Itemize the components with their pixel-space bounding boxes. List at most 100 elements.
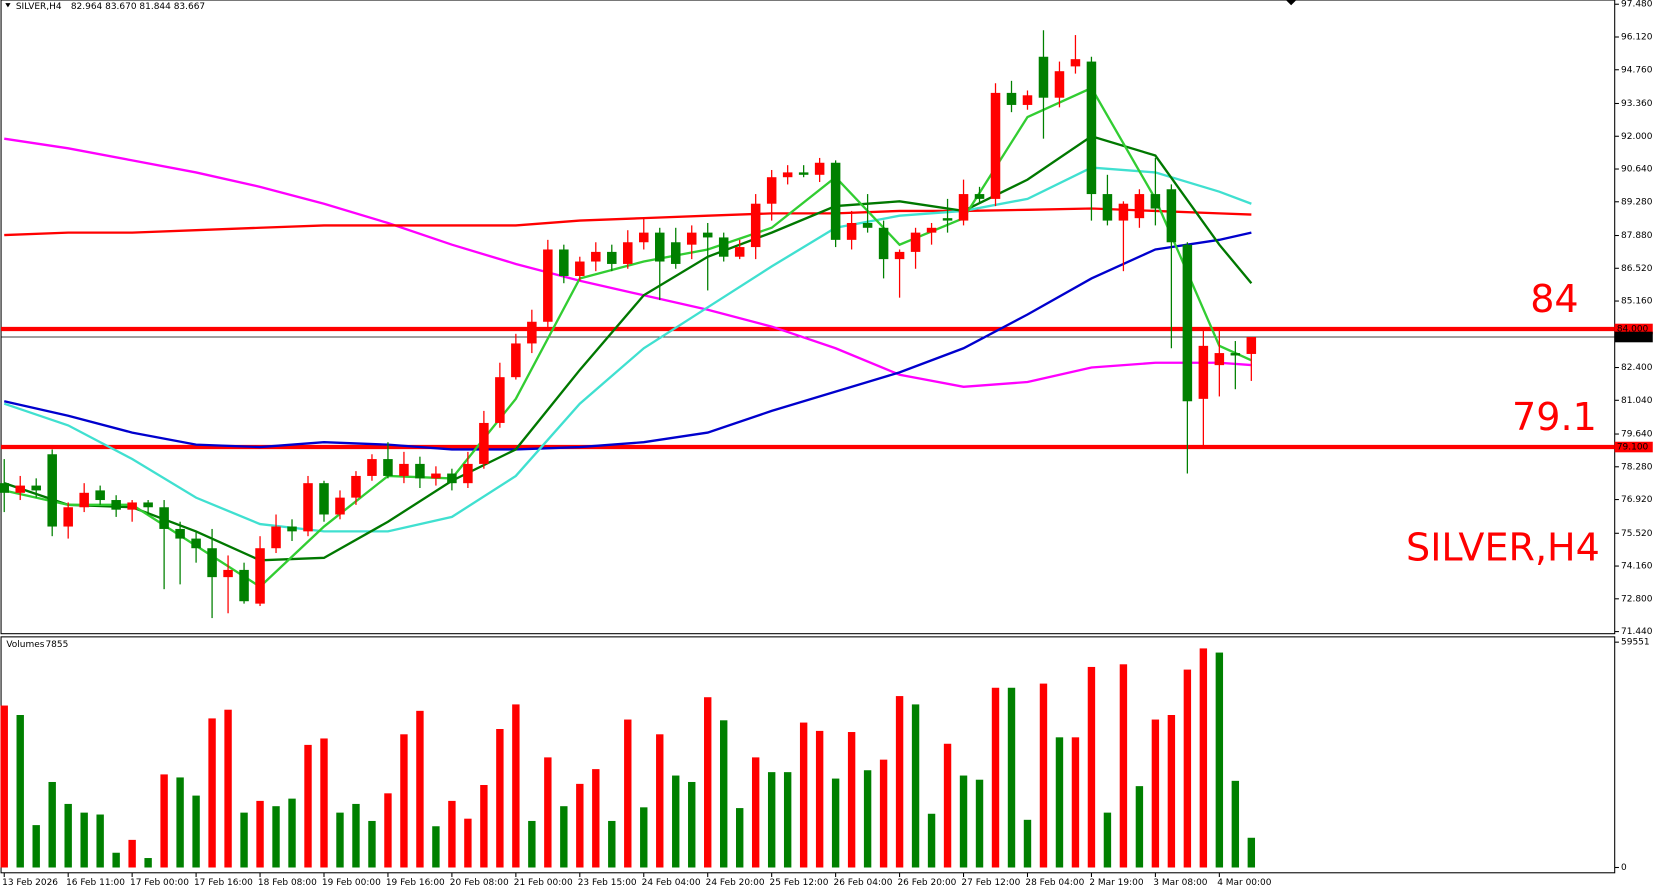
y-tick-label: 87.880: [1621, 231, 1653, 241]
volume-bar: [783, 772, 792, 868]
level-tag: [1614, 323, 1653, 335]
y-tick-label: 86.520: [1621, 264, 1653, 274]
x-tick-label: 16 Feb 11:00: [66, 878, 125, 888]
y-tick-label: 75.520: [1621, 529, 1653, 539]
candle-body: [207, 548, 217, 578]
candle-body: [814, 162, 825, 175]
candle-body: [990, 92, 1001, 199]
candle-body: [1006, 92, 1017, 105]
moving-average: [3, 86, 1252, 589]
x-tick-label: 2 Mar 19:00: [1089, 878, 1144, 888]
volume-bar: [1071, 737, 1080, 868]
candle-body: [1198, 345, 1209, 399]
y-tick-label: 82.400: [1621, 363, 1653, 373]
candle-body: [830, 162, 841, 240]
y-tick-label: 79.640: [1621, 430, 1653, 440]
candle-body: [223, 569, 233, 578]
candle-body: [686, 232, 697, 245]
y-tick-label: 89.280: [1621, 197, 1653, 207]
candle-body: [527, 321, 537, 344]
volume-bar: [991, 687, 1000, 868]
candle-body: [878, 227, 889, 260]
y-tick-label: 90.640: [1621, 165, 1653, 175]
volume-bar: [480, 785, 488, 868]
candle-body: [175, 528, 185, 539]
candle-body: [351, 475, 361, 498]
volume-bar: [80, 812, 88, 868]
volume-bar: [272, 806, 280, 868]
candle-body: [111, 500, 121, 510]
y-tick-label: 81.040: [1621, 396, 1653, 406]
candle-body: [335, 497, 345, 515]
volume-bar: [32, 825, 40, 868]
volume-bar: [927, 813, 936, 868]
candle-body: [734, 247, 745, 257]
candle-body: [127, 502, 137, 510]
level-tag-label: 79.100: [1617, 443, 1649, 453]
x-tick-label: 28 Feb 04:00: [1025, 878, 1084, 888]
volume-bar: [192, 795, 200, 868]
candle-body: [862, 222, 873, 228]
candle-body: [750, 203, 761, 248]
y-tick-label: 72.800: [1621, 594, 1653, 604]
candle-body: [399, 463, 409, 476]
volume-bar: [144, 858, 152, 868]
candle-body: [782, 172, 793, 178]
candle-body: [303, 483, 313, 532]
y-tick-label: 71.440: [1621, 627, 1653, 637]
volume-bar: [320, 738, 328, 868]
x-tick-label: 3 Mar 08:00: [1153, 878, 1208, 888]
candle-body: [559, 249, 569, 276]
volume-bar: [1007, 687, 1016, 868]
y-tick-label: 94.760: [1621, 65, 1653, 75]
x-tick-label: 25 Feb 12:00: [770, 878, 829, 888]
volume-bar: [895, 696, 904, 868]
candle-body: [95, 490, 105, 501]
level-value: 84: [1530, 277, 1578, 321]
x-tick-label: 19 Feb 00:00: [322, 878, 381, 888]
candle-body: [894, 251, 905, 260]
volume-bar: [432, 826, 440, 868]
volume-bar: [751, 757, 760, 868]
candle-body: [143, 502, 153, 508]
y-tick-label: 74.160: [1621, 562, 1653, 572]
volume-bar: [1183, 669, 1192, 868]
x-tick-label: 20 Feb 08:00: [450, 878, 509, 888]
candle-body: [271, 526, 281, 549]
volume-bar: [544, 757, 552, 868]
candle-body: [15, 485, 25, 493]
volume-bar: [1231, 780, 1240, 868]
volume-bar: [64, 803, 72, 868]
volume-bar: [1087, 666, 1096, 868]
candle-body: [383, 459, 393, 476]
volume-bar: [815, 730, 824, 868]
candle-body: [511, 343, 521, 378]
volume-bar: [368, 820, 376, 868]
level-tag-label: 84.000: [1617, 324, 1649, 334]
volume-bar: [576, 783, 584, 868]
volume-panel: [0, 636, 1616, 874]
volume-bar: [720, 720, 728, 868]
volume-bar: [1039, 683, 1048, 868]
candle-body: [1246, 337, 1257, 354]
candle-body: [239, 569, 249, 602]
ohlc-values: 82.964 83.670 81.844 83.667: [71, 2, 205, 12]
volume-bar: [208, 718, 216, 868]
volume-bar: [911, 704, 920, 868]
volume-bar: [656, 734, 664, 868]
x-tick-label: 26 Feb 20:00: [897, 878, 956, 888]
x-tick-label: 21 Feb 00:00: [514, 878, 573, 888]
candle-body: [63, 507, 73, 527]
x-tick-label: 4 Mar 00:00: [1217, 878, 1272, 888]
volume-bar: [1199, 648, 1208, 868]
marker: [1285, 0, 1297, 6]
volume-bar: [1119, 664, 1128, 868]
volume-bar: [592, 769, 600, 868]
price-panel: [0, 0, 1616, 635]
candle-body: [654, 232, 665, 262]
volume-bar: [112, 852, 120, 868]
volume-bar: [240, 812, 248, 868]
volume-bar: [400, 734, 408, 868]
y-tick-label: 97.480: [1621, 0, 1653, 10]
